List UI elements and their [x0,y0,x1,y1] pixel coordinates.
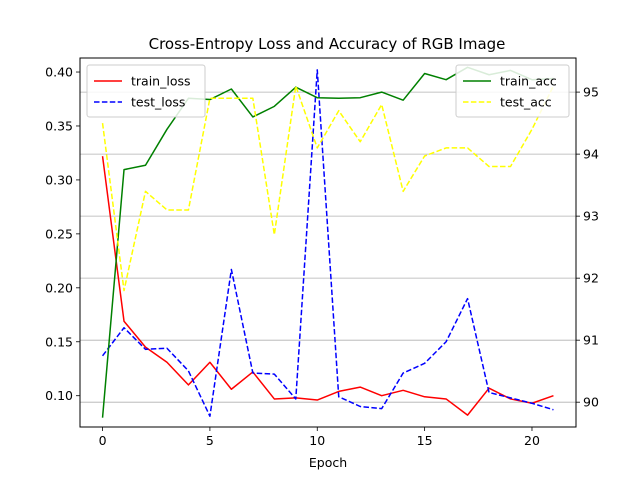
series-layer [101,66,555,418]
left-y-tick-label: 0.40 [45,65,73,80]
x-tick-label: 0 [99,433,107,448]
left-y-tick-label: 0.25 [45,226,73,241]
left-y-tick-label: 0.15 [45,334,73,349]
right-y-tick-label: 91 [583,333,599,348]
legend-box [455,64,570,118]
legend-label-train-loss: train_loss [131,74,191,89]
legend-left: train_loss test_loss [86,64,206,118]
x-axis-label: Epoch [309,455,347,470]
series-line-test-loss [101,69,554,417]
chart-title: Cross-Entropy Loss and Accuracy of RGB I… [149,35,506,53]
left-y-tick-label: 0.30 [45,172,73,187]
left-y-tick-label: 0.35 [45,118,73,133]
right-y-axis: 90 91 92 93 94 95 [576,85,599,410]
right-y-tick-label: 90 [583,395,599,410]
legend-label-train-acc: train_acc [500,74,557,89]
left-y-axis: 0.10 0.15 0.20 0.25 0.30 0.35 0.40 [45,65,80,403]
right-axis-grid [80,91,576,403]
legend-box [86,64,206,118]
legend-label-test-loss: test_loss [131,95,185,110]
x-tick-label: 5 [206,433,214,448]
plot-frame [79,57,577,428]
series-line-test-acc [101,85,555,292]
x-axis: 0 5 10 15 20 [99,427,540,448]
legend-right: train_acc test_acc [455,64,570,118]
right-y-tick-label: 92 [583,271,599,286]
legend-label-test-acc: test_acc [500,95,552,110]
right-y-tick-label: 95 [583,85,599,100]
right-y-tick-label: 94 [583,147,599,162]
x-tick-label: 20 [524,433,540,448]
series-line-train-loss [101,156,554,416]
left-y-tick-label: 0.10 [45,388,73,403]
left-y-tick-label: 0.20 [45,280,73,295]
x-tick-label: 10 [309,433,325,448]
x-tick-label: 15 [417,433,433,448]
right-y-tick-label: 93 [583,209,599,224]
